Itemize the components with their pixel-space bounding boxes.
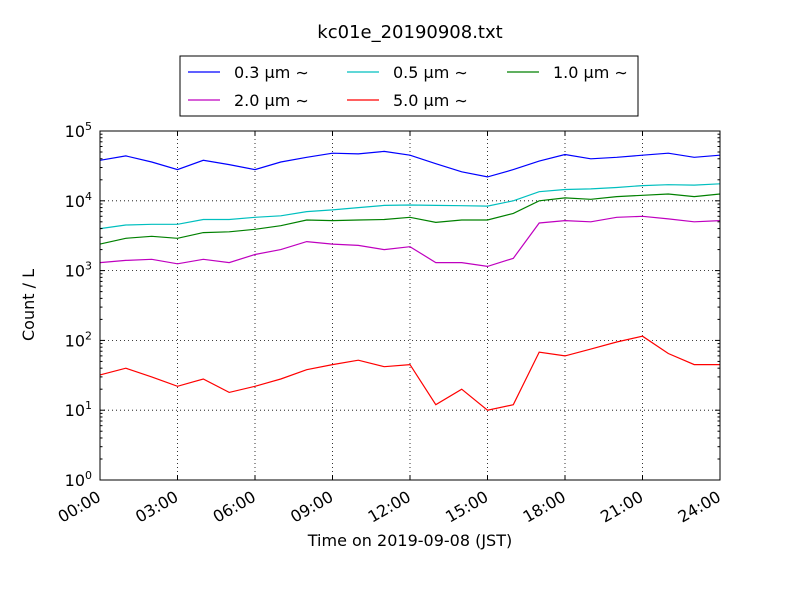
series-line-0 (99, 150, 721, 178)
y-tick-labels: 100 101 102 103 104 105 (65, 120, 92, 490)
series-line-2 (99, 193, 721, 245)
x-tick-labels: 00:00 03:00 06:00 09:00 12:00 15:00 18:00 21:00… (55, 487, 724, 527)
x-tick-label: 15:00 (442, 487, 491, 527)
y-tick-label: 105 (65, 120, 92, 141)
legend-label: 1.0 μm ∼ (553, 63, 628, 82)
y-tick-label: 104 (65, 190, 92, 211)
x-tick-label: 09:00 (287, 487, 336, 527)
x-axis-label: Time on 2019-09-08 (JST) (307, 531, 512, 550)
y-axis-label: Count / L (19, 269, 38, 341)
x-tick-label: 24:00 (675, 487, 724, 527)
series-line-1 (99, 183, 721, 230)
grid (100, 131, 720, 480)
legend-label: 5.0 μm ∼ (393, 91, 468, 110)
y-tick-label: 102 (65, 329, 92, 350)
x-tick-label: 21:00 (597, 487, 646, 527)
legend-frame (179, 55, 639, 117)
legend-label: 0.5 μm ∼ (393, 63, 468, 82)
y-tick-label: 101 (65, 399, 92, 420)
legend-label: 0.3 μm ∼ (234, 63, 309, 82)
x-tick-label: 06:00 (210, 487, 259, 527)
chart-title: kc01e_20190908.txt (317, 22, 502, 43)
x-tick-label: 18:00 (520, 487, 569, 527)
x-tick-label: 03:00 (132, 487, 181, 527)
legend-label: 2.0 μm ∼ (234, 91, 309, 110)
x-tick-label: 00:00 (55, 487, 104, 527)
x-tick-label: 12:00 (365, 487, 414, 527)
ticks (99, 130, 721, 481)
y-tick-label: 100 (65, 469, 92, 490)
legend: 0.3 μm ∼ 0.5 μm ∼ 1.0 μm ∼ 2.0 μm ∼ 5.0 μm ∼ (179, 55, 639, 117)
series-layer (99, 150, 721, 411)
series-line-3 (99, 215, 721, 268)
y-tick-label: 103 (65, 260, 92, 281)
series-line-4 (99, 335, 720, 411)
